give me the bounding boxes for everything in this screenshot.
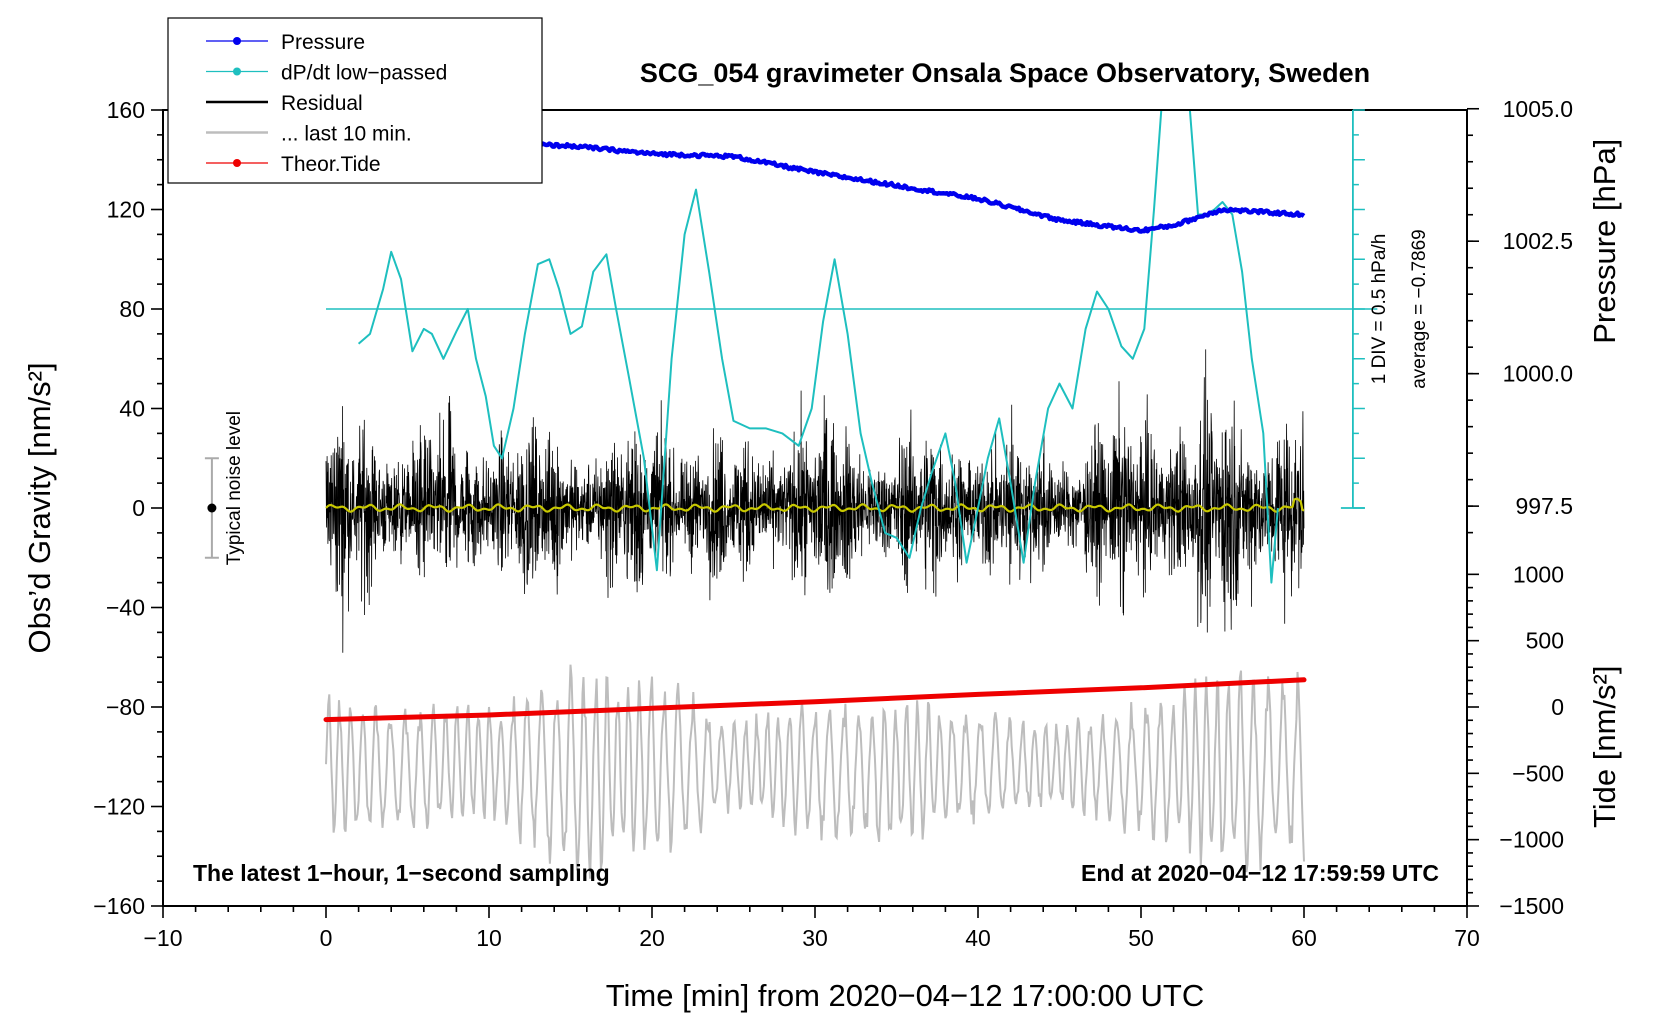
legend-swatch-dot [233,67,241,76]
tide-tick-label: −1500 [1499,893,1564,919]
tide-trace [323,677,1307,723]
tide-axis-title: Tide [nm/s²] [1587,666,1622,829]
tide-tick-label: −500 [1512,760,1564,786]
legend: Pressure dP/dt low−passed Residual ... last… [167,17,543,184]
x-tick-label: 40 [965,925,991,951]
last-10-min-trace [325,664,1305,879]
y-tick-label: 120 [107,197,145,223]
legend-label: Pressure [281,31,365,54]
pressure-tick-label: 997.5 [1515,493,1573,519]
dpdt-trace [357,110,1279,584]
noise-label: Typical noise level [224,411,245,565]
x-tick-label: 20 [639,925,665,951]
y-tick-label: 160 [107,97,145,123]
tide-tick-label: 1000 [1513,561,1564,587]
annotations: 1 DIV = 0.5 hPa/h average = −0.7869 Typica… [193,109,1439,886]
y-tick-label: 80 [119,296,145,322]
x-tick-label: 0 [320,925,333,951]
y-axis-title-left: Obs’d Gravity [nm/s²] [22,362,57,653]
y-tick-label: 0 [132,495,145,521]
pressure-axis-title: Pressure [hPa] [1587,139,1622,344]
y-tick-label: −160 [93,893,145,919]
pressure-tick-label: 1002.5 [1503,228,1573,254]
bottom-right-note: End at 2020−04−12 17:59:59 UTC [1081,860,1439,886]
y-tick-label: −40 [106,595,145,621]
x-tick-label: 70 [1454,925,1480,951]
plot-area [323,110,1378,879]
residual-trace [325,349,1305,653]
x-tick-label: −10 [143,925,182,951]
data-traces [323,110,1378,879]
chart-title: SCG_054 gravimeter Onsala Space Observat… [640,58,1370,88]
bottom-left-note: The latest 1−hour, 1−second sampling [193,860,610,886]
dpdt-average-label: average = −0.7869 [1409,229,1430,389]
legend-swatch-dot [233,159,241,167]
legend-swatch-dot [233,37,241,45]
x-tick-label: 50 [1128,925,1154,951]
legend-label: ... last 10 min. [281,123,412,146]
pressure-tick-label: 1005.0 [1503,96,1573,122]
x-tick-label: 60 [1291,925,1317,951]
tide-tick-label: −1000 [1499,827,1564,853]
legend-label: dP/dt low−passed [281,62,447,85]
noise-dot [207,503,217,513]
pressure-tick-label: 1000.0 [1503,361,1573,387]
axes: −10 0 10 20 30 40 50 60 70 −160 −120 −80 −40 0 40 80 120… [22,58,1622,1013]
legend-label: Theor.Tide [281,153,381,176]
x-tick-label: 10 [476,925,502,951]
y-tick-label: 40 [119,396,145,422]
tide-tick-label: 500 [1526,628,1564,654]
smoothed-residual-trace [325,497,1305,513]
y-tick-label: −120 [93,794,145,820]
y-tick-label: −80 [106,694,145,720]
tide-tick-label: 0 [1551,694,1564,720]
x-axis-title: Time [min] from 2020−04−12 17:00:00 UTC [606,978,1205,1013]
legend-label: Residual [281,92,363,115]
legend-box [167,17,543,184]
x-tick-label: 30 [802,925,828,951]
dpdt-scale-label: 1 DIV = 0.5 hPa/h [1369,234,1390,385]
